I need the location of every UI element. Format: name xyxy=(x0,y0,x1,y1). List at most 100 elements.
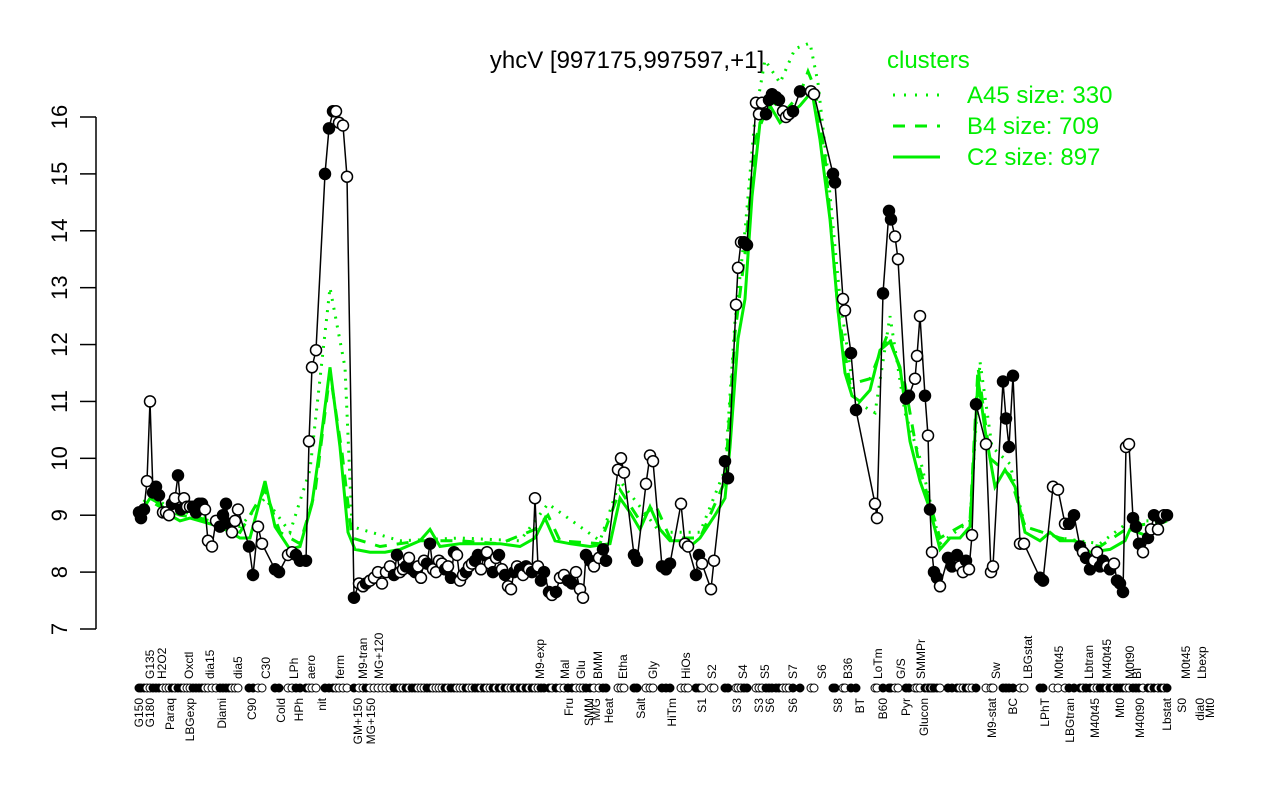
x-tick-label: GM+150 xyxy=(351,698,365,745)
data-point xyxy=(828,176,842,189)
data-point xyxy=(231,503,245,516)
legend-entry-a45: A45 size: 330 xyxy=(893,82,1112,109)
data-point xyxy=(242,540,256,553)
legend-label: B4 size: 709 xyxy=(967,113,1099,140)
x-tick-label: S3 xyxy=(730,698,744,713)
data-point xyxy=(299,554,313,567)
x-tick-label: S6 xyxy=(763,698,777,713)
data-point xyxy=(318,167,332,181)
data-point xyxy=(549,585,563,599)
x-position-marker xyxy=(1162,683,1172,693)
x-position-marker xyxy=(619,683,629,693)
x-position-marker xyxy=(648,683,658,693)
data-point xyxy=(216,508,230,522)
x-position-marker xyxy=(893,683,903,693)
x-tick-label: B60 xyxy=(876,698,890,720)
x-position-marker xyxy=(311,683,321,693)
y-tick-label: 9 xyxy=(47,509,72,521)
x-tick-label: G135 xyxy=(143,649,157,679)
data-point xyxy=(969,398,983,411)
x-tick-label: G180 xyxy=(143,698,157,728)
x-tick-label: B36 xyxy=(841,657,855,679)
x-tick-label: G/S xyxy=(894,658,908,679)
data-point xyxy=(868,497,882,511)
x-position-marker xyxy=(601,683,611,693)
x-tick-label: Etha xyxy=(616,654,630,679)
data-point xyxy=(844,346,858,360)
x-tick-label: S3 xyxy=(752,698,766,713)
data-point xyxy=(979,437,993,451)
cluster-line-solid xyxy=(137,87,1168,554)
data-point xyxy=(1122,437,1136,451)
x-tick-label: ferm xyxy=(333,655,347,679)
data-point xyxy=(681,540,695,553)
data-point xyxy=(999,412,1013,425)
x-tick-label: LPh xyxy=(287,658,301,679)
x-tick-label: Diami xyxy=(215,698,229,729)
data-point xyxy=(695,557,709,570)
y-tick-label: 12 xyxy=(47,332,72,356)
data-point xyxy=(849,403,863,417)
x-position-marker xyxy=(742,683,752,693)
x-position-marker xyxy=(274,683,284,693)
data-point xyxy=(569,565,583,579)
data-point xyxy=(793,85,807,98)
data-point xyxy=(528,491,542,505)
data-point xyxy=(614,452,628,465)
x-tick-label: Oxctl xyxy=(182,652,196,679)
data-point xyxy=(246,568,260,582)
y-tick-label: 7 xyxy=(47,623,72,635)
data-point xyxy=(923,503,937,516)
data-point xyxy=(336,119,350,132)
data-point xyxy=(537,565,551,579)
data-point xyxy=(639,477,653,491)
x-tick-label: C90 xyxy=(245,698,259,720)
x-tick-label: MG+120 xyxy=(372,632,386,679)
x-tick-label: M0t90 xyxy=(1123,645,1137,679)
x-tick-label: M40t90 xyxy=(1133,698,1147,738)
x-tick-label: HiTm xyxy=(665,698,679,727)
data-point xyxy=(910,349,924,363)
x-tick-label: Pyr xyxy=(899,698,913,716)
x-tick-label: Mal xyxy=(558,660,572,679)
data-point xyxy=(329,105,343,118)
data-point xyxy=(219,497,233,511)
data-point xyxy=(1129,520,1143,533)
data-point xyxy=(162,508,176,522)
data-point xyxy=(884,213,898,226)
data-point xyxy=(1151,523,1165,536)
x-tick-label: LoTm xyxy=(871,648,885,679)
data-point xyxy=(492,548,506,562)
data-point xyxy=(375,577,389,590)
x-position-marker xyxy=(723,683,733,693)
data-point xyxy=(414,571,428,585)
x-position-marker xyxy=(709,683,719,693)
x-tick-label: HiOs xyxy=(679,652,693,679)
data-point xyxy=(962,563,976,576)
data-point xyxy=(1017,537,1031,550)
x-position-marker xyxy=(233,683,243,693)
x-tick-label: M40t45 xyxy=(1100,639,1114,679)
data-point xyxy=(1136,545,1150,559)
x-tick-label: dia0 xyxy=(1193,698,1207,721)
data-point xyxy=(205,540,219,553)
data-point xyxy=(596,543,610,556)
data-point xyxy=(140,474,154,488)
x-tick-label: C30 xyxy=(259,657,273,679)
x-position-marker xyxy=(632,683,642,693)
data-point xyxy=(441,560,455,573)
data-point xyxy=(902,389,916,403)
legend-entry-b4: B4 size: 709 xyxy=(893,113,1099,140)
x-tick-label: Cold xyxy=(274,698,288,723)
data-point xyxy=(913,309,927,323)
data-point xyxy=(731,261,745,275)
data-point xyxy=(143,395,157,408)
data-point xyxy=(1160,508,1174,522)
x-position-marker xyxy=(971,683,981,693)
data-point xyxy=(1116,585,1130,599)
data-point xyxy=(302,435,316,448)
x-tick-label: Sw xyxy=(989,662,1003,679)
data-point xyxy=(876,287,890,300)
x-position-marker xyxy=(1019,683,1029,693)
